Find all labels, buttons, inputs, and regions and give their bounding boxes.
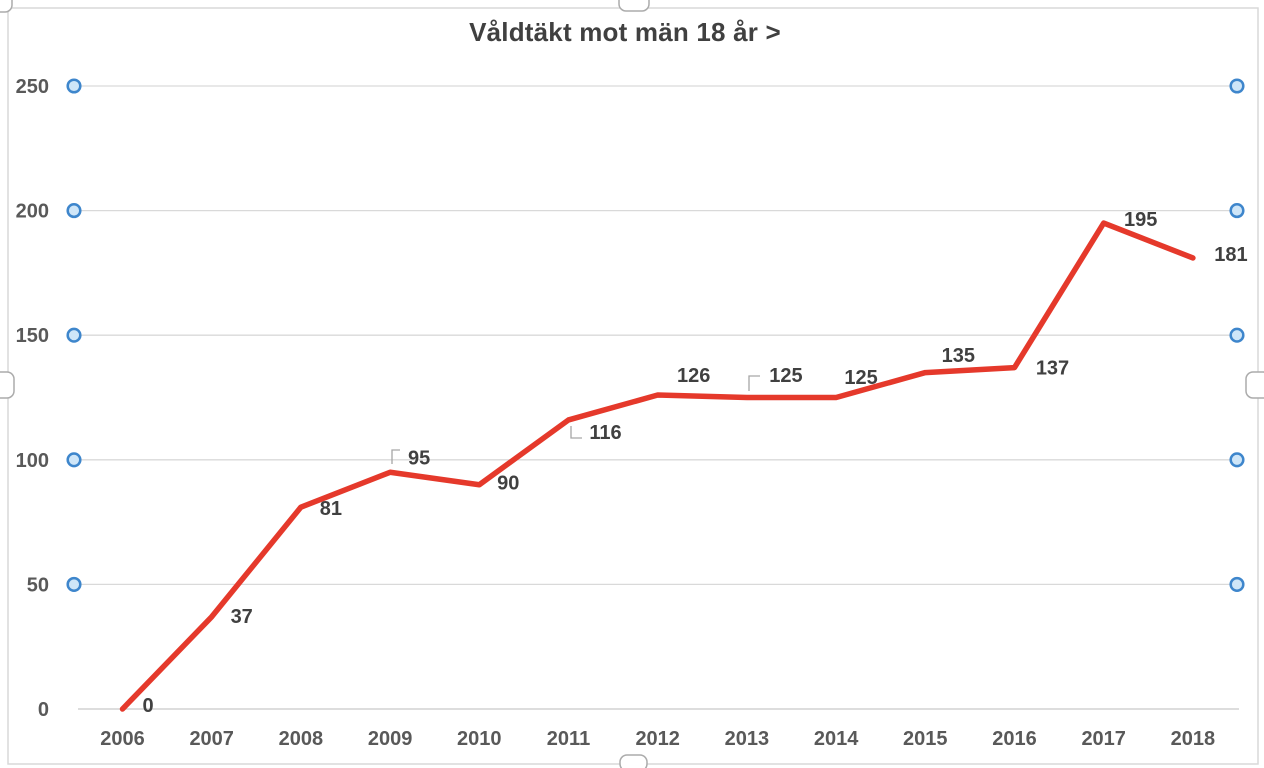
data-label-leader-line: [391, 449, 400, 464]
y-axis-label-100[interactable]: 100: [16, 450, 49, 472]
x-axis-label-2007[interactable]: 2007: [189, 728, 234, 750]
x-axis-label-2006[interactable]: 2006: [100, 728, 145, 750]
x-axis-label-2010[interactable]: 2010: [457, 728, 502, 750]
gridline-selection-handle-200-left[interactable]: [66, 203, 82, 219]
data-label-2012[interactable]: 126: [677, 365, 710, 387]
gridline-selection-handle-50-right[interactable]: [1229, 576, 1245, 592]
x-axis-label-2015[interactable]: 2015: [903, 728, 948, 750]
chart-area-border: [7, 7, 1259, 765]
gridline-selection-handle-50-left[interactable]: [66, 576, 82, 592]
y-axis-label-0[interactable]: 0: [38, 699, 49, 721]
selection-handle-right-middle[interactable]: [1245, 371, 1264, 399]
x-axis-label-2012[interactable]: 2012: [635, 728, 680, 750]
data-label-leader-line: [570, 426, 582, 439]
chart-title[interactable]: Våldtäkt mot män 18 år >: [469, 17, 781, 47]
data-label-2006[interactable]: 0: [142, 695, 153, 717]
y-axis-label-150[interactable]: 150: [16, 325, 49, 347]
series-line[interactable]: [119, 220, 1196, 712]
x-axis-label-2011[interactable]: 2011: [547, 728, 590, 750]
selection-handle-left-middle[interactable]: [0, 371, 15, 399]
y-axis-label-250[interactable]: 250: [16, 76, 49, 98]
selection-handle-top-left[interactable]: [0, 0, 13, 13]
x-axis-label-2016[interactable]: 2016: [992, 728, 1037, 750]
data-label-2009[interactable]: 95: [408, 447, 430, 469]
selection-handle-top-center[interactable]: [618, 0, 650, 12]
data-label-2011[interactable]: 116: [589, 422, 621, 444]
data-label-2014[interactable]: 125: [844, 367, 877, 389]
gridline-selection-handle-250-left[interactable]: [66, 78, 82, 94]
x-axis-label-2017[interactable]: 2017: [1081, 728, 1126, 750]
y-axis-label-50[interactable]: 50: [27, 574, 49, 596]
gridline-selection-handle-100-right[interactable]: [1229, 452, 1245, 468]
data-label-2015[interactable]: 135: [942, 345, 975, 367]
data-label-2008[interactable]: 81: [320, 498, 342, 520]
gridline-selection-handle-150-right[interactable]: [1229, 327, 1245, 343]
gridline-selection-handle-200-right[interactable]: [1229, 203, 1245, 219]
data-label-2013[interactable]: 125: [769, 365, 802, 387]
data-label-2016[interactable]: 137: [1036, 358, 1069, 380]
gridline-selection-handle-150-left[interactable]: [66, 327, 82, 343]
selection-handle-bottom-center[interactable]: [619, 754, 648, 768]
x-axis-label-2018[interactable]: 2018: [1171, 728, 1216, 750]
x-axis-label-2013[interactable]: 2013: [725, 728, 770, 750]
x-axis-label-2014[interactable]: 2014: [814, 728, 859, 750]
data-label-2018[interactable]: 181: [1214, 244, 1247, 266]
gridline-selection-handle-100-left[interactable]: [66, 452, 82, 468]
x-axis-label-2009[interactable]: 2009: [368, 728, 413, 750]
x-axis-label-2008[interactable]: 2008: [279, 728, 324, 750]
data-label-2007[interactable]: 37: [231, 606, 253, 628]
gridline-selection-handle-250-right[interactable]: [1229, 78, 1245, 94]
y-axis-label-200[interactable]: 200: [16, 201, 49, 223]
data-label-2010[interactable]: 90: [497, 473, 519, 495]
data-label-2017[interactable]: 195: [1124, 209, 1157, 231]
data-label-leader-line: [748, 375, 760, 391]
